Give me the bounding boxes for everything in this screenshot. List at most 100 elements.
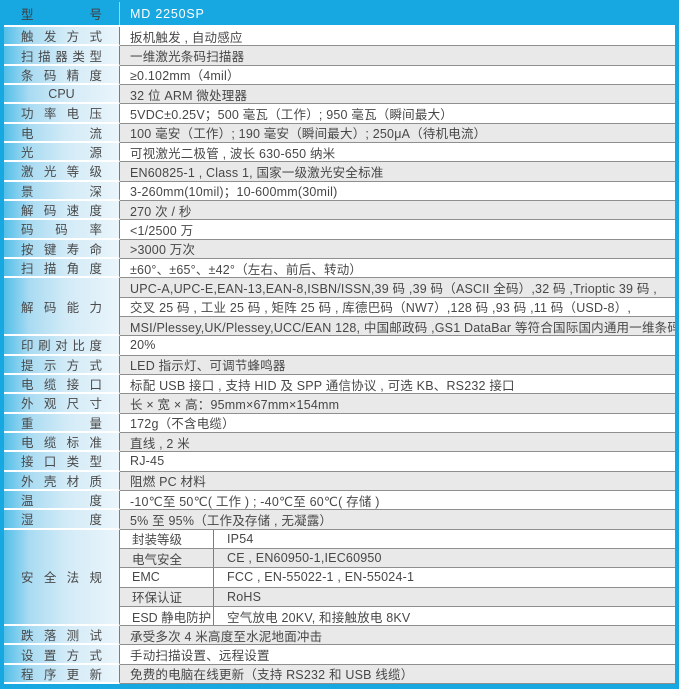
spec-row-label: 重 量 <box>21 416 102 431</box>
spec-row: 景 深 3-260mm(10mil)；10-600mm(30mil) <box>4 181 675 201</box>
spec-row-label-cell: 重 量 <box>4 413 120 433</box>
spec-row: 按 键 寿 命 >3000 万次 <box>4 239 675 259</box>
sub-spec-row: 封装等级 IP54 <box>120 529 675 549</box>
spec-row: 外 壳 材 质 阻燃 PC 材料 <box>4 471 675 491</box>
spec-row: 扫 描 器 类 型 一维激光条码扫描器 <box>4 46 675 66</box>
spec-row-label-cell: 扫 描 角 度 <box>4 258 120 279</box>
spec-row-label-cell: 条 码 精 度 <box>4 65 120 85</box>
spec-row-value: 100 毫安（工作）; 190 毫安（瞬间最大）; 250μA（待机电流） <box>120 123 675 143</box>
spec-row-label-cell: 电 流 <box>4 123 120 143</box>
spec-row-label: 触 发 方 式 <box>21 30 102 45</box>
spec-rows: 触 发 方 式 扳机触发 , 自动感应扫 描 器 类 型 一维激光条码扫描器条 码 … <box>4 27 675 685</box>
model-label: 型 号 <box>21 8 102 22</box>
spec-row-label: 码 码 率 <box>21 223 102 238</box>
spec-row-value: ±60°、±65°、±42°（左右、前后、转动） <box>120 258 675 279</box>
spec-row-value: 手动扫描设置、远程设置 <box>120 645 675 665</box>
sub-spec-name: 电气安全 <box>120 548 214 568</box>
model-label-cell: 型 号 <box>4 2 120 25</box>
spec-row-label-cell: 温 度 <box>4 490 120 511</box>
spec-row-label-cell: 光 源 <box>4 142 120 163</box>
spec-row-value: 承受多次 4 米高度至水泥地面冲击 <box>120 626 675 646</box>
spec-row-value: 270 次 / 秒 <box>120 200 675 221</box>
spec-row-label-cell: 功 率 电 压 <box>4 104 120 124</box>
spec-row-value: 标配 USB 接口 , 支持 HID 及 SPP 通信协议 , 可选 KB、RS… <box>120 374 675 395</box>
spec-row: 功 率 电 压 5VDC±0.25V；500 毫瓦（工作）; 950 毫瓦（瞬间最… <box>4 104 675 124</box>
spec-row: 安 全 法 规 封装等级 IP54 电气安全 CE , EN60950-1,IEC609… <box>4 529 675 627</box>
spec-row-label: 解 码 能 力 <box>21 300 102 315</box>
spec-row-label-cell: 印 刷 对 比 度 <box>4 336 120 356</box>
spec-row-label-cell: 激 光 等 级 <box>4 162 120 182</box>
spec-row-value: >3000 万次 <box>120 239 675 259</box>
spec-row-label: 电 缆 接 口 <box>21 378 102 393</box>
spec-row-label-cell: 景 深 <box>4 181 120 201</box>
spec-row-label-cell: 安 全 法 规 <box>4 529 120 627</box>
sub-spec-value: RoHS <box>227 589 262 604</box>
spec-row-value: 直线 , 2 米 <box>120 432 675 453</box>
spec-row-label: 电 流 <box>21 126 102 141</box>
sub-spec-row: EMC FCC , EN-55022-1 , EN-55024-1 <box>120 568 675 588</box>
spec-row: 提 示 方 式 LED 指示灯、可调节蜂鸣器 <box>4 355 675 375</box>
sub-spec-value: CE , EN60950-1,IEC60950 <box>227 551 382 565</box>
decode-capability-line: UPC-A,UPC-E,EAN-13,EAN-8,ISBN/ISSN,39 码 … <box>120 278 675 298</box>
spec-row: 温 度 -10℃至 50℃( 工作 ) ; -40℃至 60℃( 存储 ) <box>4 490 675 511</box>
spec-row-label: 印 刷 对 比 度 <box>21 339 102 354</box>
spec-row-label-cell: 外 壳 材 质 <box>4 471 120 491</box>
spec-row-value: 3-260mm(10mil)；10-600mm(30mil) <box>120 181 675 201</box>
spec-row-label-cell: CPU <box>4 84 120 105</box>
sub-spec-row: ESD 静电防护 空气放电 20KV, 和接触放电 8KV <box>120 606 675 627</box>
spec-row-label-cell: 触 发 方 式 <box>4 27 120 47</box>
spec-row-value: RJ-45 <box>120 452 675 472</box>
spec-row-value: -10℃至 50℃( 工作 ) ; -40℃至 60℃( 存储 ) <box>120 490 675 511</box>
sub-spec-name: 封装等级 <box>120 529 214 548</box>
sub-spec-name: ESD 静电防护 <box>120 606 214 626</box>
spec-row-label: 湿 度 <box>21 513 102 528</box>
spec-row-value: 5% 至 95%（工作及存储 , 无凝露） <box>120 510 675 530</box>
spec-row-label: 设 置 方 式 <box>21 648 102 663</box>
spec-row-label: 光 源 <box>21 146 102 161</box>
safety-sub-table: 封装等级 IP54 电气安全 CE , EN60950-1,IEC60950 EMC FC… <box>120 529 675 627</box>
spec-row: 解 码 能 力 UPC-A,UPC-E,EAN-13,EAN-8,ISBN/ISS… <box>4 278 675 337</box>
spec-row-label: 外 壳 材 质 <box>21 474 102 489</box>
sub-spec-value: FCC , EN-55022-1 , EN-55024-1 <box>227 570 415 585</box>
spec-row-label: 安 全 法 规 <box>21 571 102 586</box>
sub-spec-row: 环保认证 RoHS <box>120 587 675 607</box>
sub-spec-row: 电气安全 CE , EN60950-1,IEC60950 <box>120 548 675 569</box>
sub-spec-name: 环保认证 <box>120 587 214 606</box>
spec-row: 电 缆 标 准 直线 , 2 米 <box>4 432 675 453</box>
spec-row-label: 温 度 <box>21 494 102 509</box>
spec-row-label-cell: 外 观 尺 寸 <box>4 394 120 414</box>
spec-row-label: 电 缆 标 准 <box>21 436 102 451</box>
spec-row-label: 景 深 <box>21 184 102 199</box>
spec-row-value: 扳机触发 , 自动感应 <box>120 27 675 47</box>
spec-row: 解 码 速 度 270 次 / 秒 <box>4 200 675 221</box>
spec-row: 湿 度 5% 至 95%（工作及存储 , 无凝露） <box>4 510 675 530</box>
spec-row: 设 置 方 式 手动扫描设置、远程设置 <box>4 645 675 665</box>
spec-row-label: CPU <box>48 86 75 101</box>
spec-row-label: 程 序 更 新 <box>21 667 102 682</box>
spec-row: 电 流 100 毫安（工作）; 190 毫安（瞬间最大）; 250μA（待机电流） <box>4 123 675 143</box>
spec-row: 扫 描 角 度 ±60°、±65°、±42°（左右、前后、转动） <box>4 258 675 279</box>
spec-row-label-cell: 电 缆 接 口 <box>4 374 120 395</box>
spec-row-label: 接 口 类 型 <box>21 455 102 470</box>
spec-row-label-cell: 接 口 类 型 <box>4 452 120 472</box>
spec-row: 跌 落 测 试 承受多次 4 米高度至水泥地面冲击 <box>4 626 675 646</box>
spec-row-label-cell: 扫 描 器 类 型 <box>4 46 120 66</box>
spec-row-value: <1/2500 万 <box>120 220 675 240</box>
spec-row-label-cell: 提 示 方 式 <box>4 355 120 375</box>
sub-spec-value: IP54 <box>227 531 254 546</box>
spec-row-value: ≥0.102mm（4mil） <box>120 65 675 85</box>
spec-row-value: 长 × 宽 × 高：95mm×67mm×154mm <box>120 394 675 414</box>
spec-row-label-cell: 解 码 速 度 <box>4 200 120 221</box>
sub-spec-name: EMC <box>120 568 214 587</box>
header-row: 型 号 MD 2250SP <box>4 2 675 27</box>
spec-row-label: 条 码 精 度 <box>21 68 102 83</box>
spec-row-value: 免费的电脑在线更新（支持 RS232 和 USB 线缆） <box>120 664 675 685</box>
spec-row-value: 172g（不含电缆） <box>120 413 675 433</box>
spec-row-label: 按 键 寿 命 <box>21 242 102 257</box>
decode-capability-lines: UPC-A,UPC-E,EAN-13,EAN-8,ISBN/ISSN,39 码 … <box>120 278 675 337</box>
spec-row-label-cell: 解 码 能 力 <box>4 278 120 337</box>
spec-row: 印 刷 对 比 度 20% <box>4 336 675 356</box>
spec-row-label-cell: 湿 度 <box>4 510 120 530</box>
spec-row-label-cell: 跌 落 测 试 <box>4 626 120 646</box>
spec-row: 激 光 等 级 EN60825-1 , Class 1, 国家一级激光安全标准 <box>4 162 675 182</box>
